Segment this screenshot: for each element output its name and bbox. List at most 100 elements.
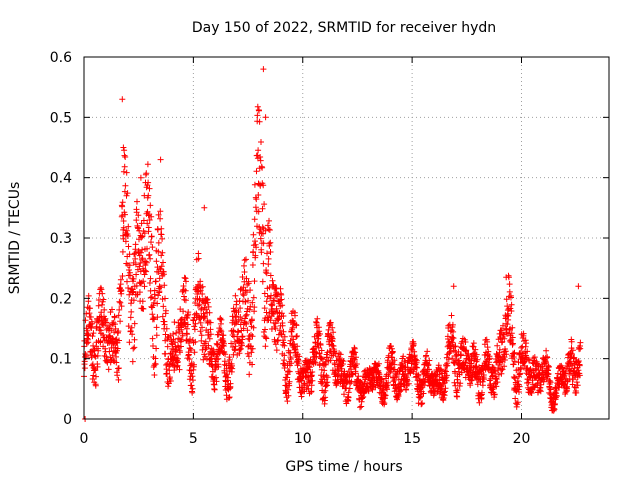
data-point [153,332,160,339]
data-point [191,323,198,330]
data-point [199,283,206,290]
data-point [296,353,303,360]
data-point [352,364,359,371]
data-point [125,285,132,291]
data-point [278,296,285,303]
data-point [180,308,187,315]
data-point [285,386,292,393]
data-point [467,382,474,389]
data-point [229,365,236,372]
x-axis-label: GPS time / hours [285,459,402,475]
data-point [543,347,550,354]
data-point [139,233,146,240]
data-point [206,309,213,316]
data-point [245,280,252,287]
data-point [293,333,300,340]
data-point [164,370,170,377]
data-point [225,374,231,381]
data-point [272,320,279,327]
data-point [524,348,531,355]
x-tick-label: 15 [403,431,421,447]
data-point [166,374,173,381]
data-point [501,363,508,370]
data-point [327,319,334,326]
data-point [277,285,284,292]
data-point [262,326,268,333]
data-point [156,283,163,290]
data-point [267,272,274,279]
data-point [280,328,287,335]
data-point [220,332,227,339]
x-tick-label: 20 [513,431,531,447]
data-point [277,297,284,304]
data-point [117,276,124,283]
data-point [515,359,522,366]
data-point [486,365,493,372]
data-point [204,299,211,306]
data-point [540,378,547,385]
data-point [266,217,272,224]
data-point [240,284,247,291]
data-point [245,353,252,360]
data-point [249,262,256,268]
data-point [428,389,435,396]
data-point [141,271,148,278]
data-point [474,356,481,363]
data-point [130,297,137,304]
data-point [364,384,371,390]
data-point [523,340,530,347]
data-point [143,268,150,275]
data-point [335,371,342,378]
data-point [554,370,561,377]
data-point [91,347,98,353]
data-point [99,290,106,297]
data-point [546,389,553,396]
data-point [164,343,171,350]
data-point [142,267,149,274]
data-point [455,368,462,375]
data-point [213,378,220,385]
data-point [267,295,274,302]
data-point [576,372,583,379]
data-point [508,330,515,337]
data-point [448,312,455,319]
data-point [294,343,301,350]
data-point [235,309,242,315]
data-point [319,356,326,363]
data-point [510,374,517,380]
data-point [132,241,139,248]
data-point [506,281,513,288]
data-point [443,372,450,379]
data-point [158,231,165,238]
data-point [111,314,118,321]
data-point [338,365,345,372]
data-point [221,358,228,365]
data-point [458,351,465,358]
data-point [425,361,432,368]
data-point [400,353,407,360]
data-point [130,275,137,282]
data-point [266,284,273,291]
data-point [85,332,92,339]
data-point [426,366,432,373]
data-point [494,342,501,349]
data-point [353,361,360,367]
data-point [514,378,521,384]
data-point [281,352,288,359]
data-point [309,377,316,384]
data-point [262,227,269,234]
data-point [473,351,480,358]
data-point [188,382,195,389]
data-point [122,154,129,160]
data-point [341,368,348,375]
data-point [357,404,363,411]
data-point [154,226,161,233]
data-point [101,306,108,313]
data-point [514,399,521,406]
data-point [505,313,512,319]
data-point [286,368,293,375]
data-point [148,239,154,246]
data-point [98,286,105,293]
data-point [163,325,170,332]
data-point [218,328,225,335]
